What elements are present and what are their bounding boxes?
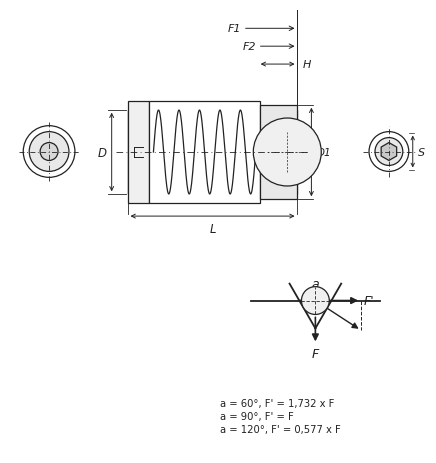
Text: D1: D1 bbox=[317, 148, 331, 158]
Circle shape bbox=[40, 143, 58, 161]
Polygon shape bbox=[150, 101, 260, 204]
Text: S: S bbox=[418, 147, 425, 157]
Text: a = 60°, F' = 1,732 x F: a = 60°, F' = 1,732 x F bbox=[220, 398, 334, 408]
Text: a = 90°, F' = F: a = 90°, F' = F bbox=[220, 411, 294, 421]
Circle shape bbox=[29, 132, 69, 172]
Text: F': F' bbox=[364, 294, 375, 307]
Circle shape bbox=[253, 119, 321, 187]
Polygon shape bbox=[260, 106, 297, 200]
Circle shape bbox=[375, 138, 403, 166]
Polygon shape bbox=[128, 111, 297, 195]
Text: D: D bbox=[98, 146, 107, 159]
Polygon shape bbox=[128, 101, 150, 204]
Text: F1: F1 bbox=[227, 24, 241, 34]
Text: L: L bbox=[209, 223, 216, 236]
Text: F2: F2 bbox=[242, 42, 256, 52]
Text: F: F bbox=[312, 348, 319, 361]
Text: a = 120°, F' = 0,577 x F: a = 120°, F' = 0,577 x F bbox=[220, 424, 341, 434]
Text: H: H bbox=[303, 60, 311, 70]
Text: a: a bbox=[312, 277, 319, 290]
Polygon shape bbox=[381, 143, 397, 161]
Circle shape bbox=[301, 287, 329, 315]
